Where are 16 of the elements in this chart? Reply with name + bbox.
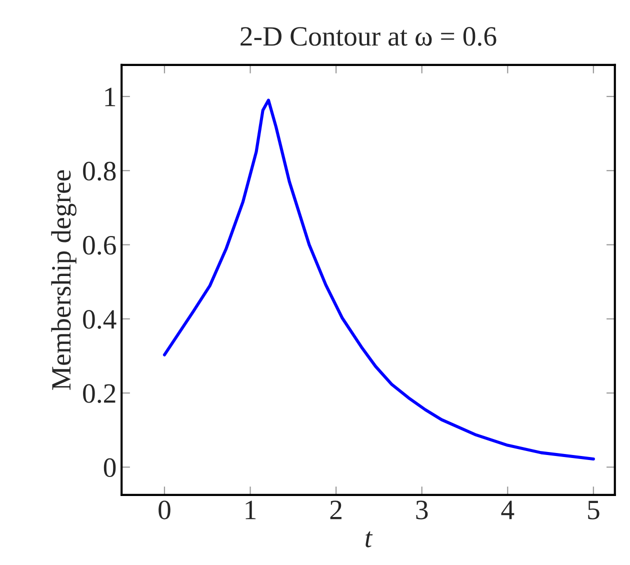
y-axis-title: Membership degree bbox=[51, 170, 76, 390]
x-tick-label: 5 bbox=[588, 500, 600, 520]
line-series bbox=[162, 98, 595, 461]
x-axis-title: t bbox=[366, 531, 373, 548]
x-tick-label: 0 bbox=[158, 500, 170, 520]
y-tick-label: 1 bbox=[105, 88, 116, 106]
chart-title: 2-D Contour at ω = 0.6 bbox=[240, 27, 496, 46]
y-tick-label: 0.4 bbox=[83, 310, 116, 329]
x-tick-label: 4 bbox=[501, 500, 514, 520]
y-tick-label: 0.8 bbox=[83, 162, 116, 181]
y-tick-label: 0.2 bbox=[83, 384, 116, 404]
x-tick-label: 3 bbox=[416, 500, 428, 520]
y-tick-label: 0 bbox=[104, 458, 116, 478]
x-tick-label: 2 bbox=[330, 500, 342, 520]
y-tick-label: 0.6 bbox=[83, 236, 116, 255]
x-tick-label: 1 bbox=[246, 500, 256, 520]
